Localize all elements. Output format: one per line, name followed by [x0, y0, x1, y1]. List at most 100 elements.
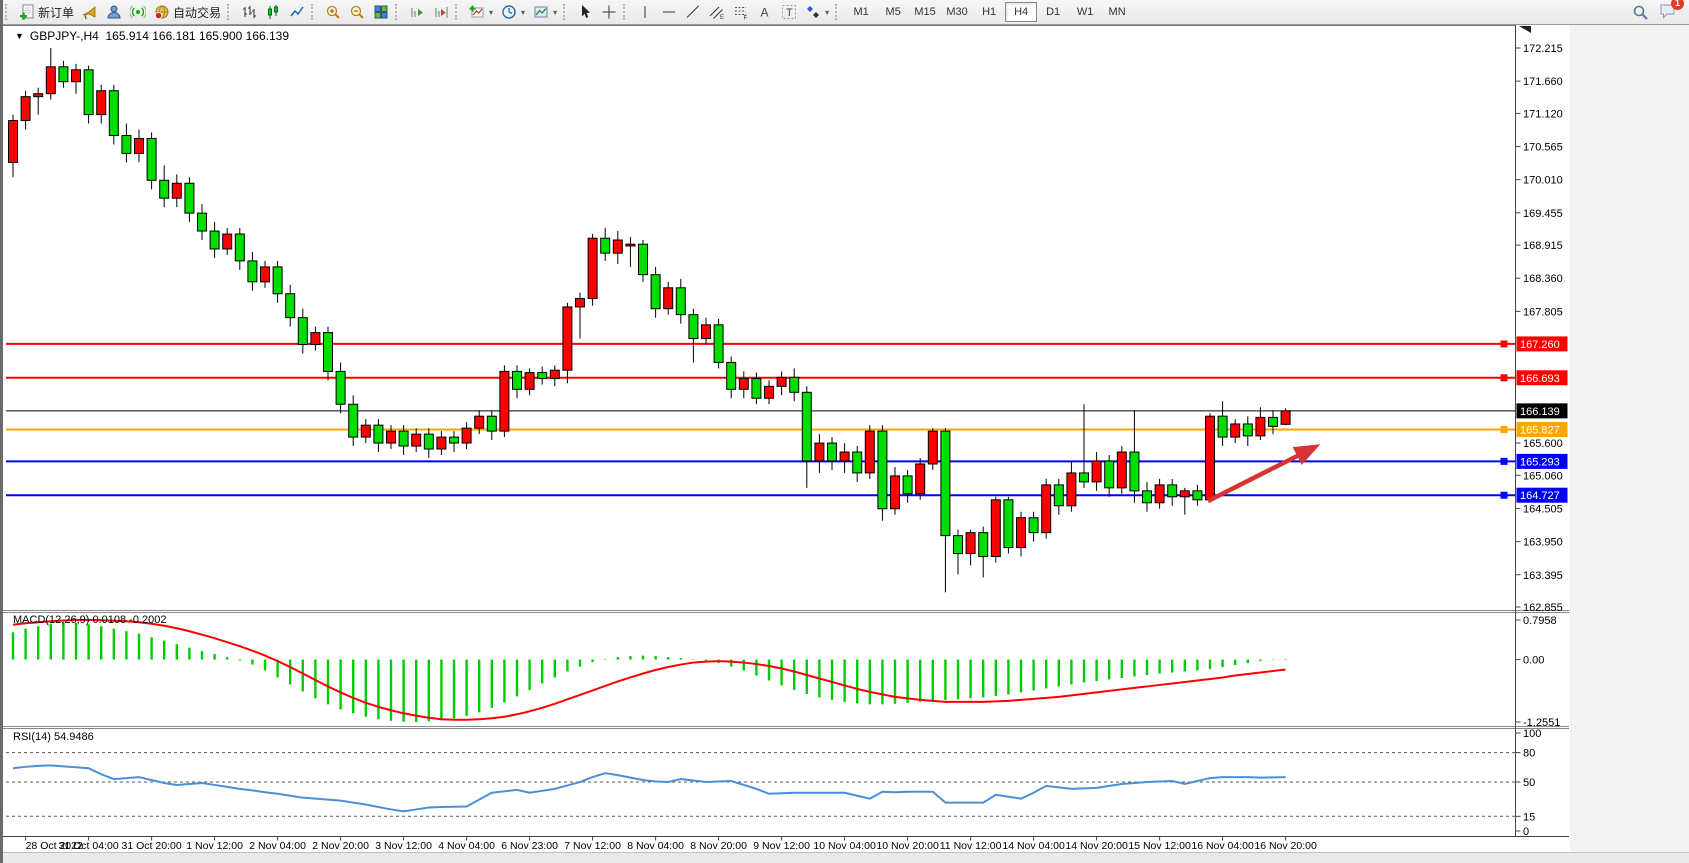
symbol-dropdown-icon[interactable]: ▼: [15, 31, 24, 41]
candle: [776, 376, 787, 387]
periods-icon: [502, 5, 516, 19]
time-tick: 10 Nov 20:00: [876, 840, 939, 852]
toolbar-grip[interactable]: [395, 4, 401, 20]
toolbar-grip[interactable]: [835, 4, 841, 20]
fibonacci-button[interactable]: F: [729, 2, 753, 22]
candle: [285, 293, 296, 319]
trendline-button[interactable]: [681, 2, 705, 22]
time-tick: 2 Nov 04:00: [249, 840, 306, 852]
cursor-icon: [582, 5, 591, 18]
candle: [1154, 484, 1165, 504]
candles-chart-button[interactable]: [261, 2, 285, 22]
auto-scroll-button[interactable]: [405, 2, 429, 22]
timeframe-h4[interactable]: H4: [1005, 2, 1038, 22]
horizontal-line-button[interactable]: [657, 2, 681, 22]
candle: [625, 243, 636, 247]
candle: [373, 424, 384, 444]
candle: [449, 436, 459, 444]
dropdown-caret-icon: ▾: [489, 7, 494, 17]
timeframe-m5[interactable]: M5: [885, 6, 901, 18]
time-tick: 6 Nov 23:00: [501, 840, 558, 852]
profile-button[interactable]: [102, 2, 126, 22]
macd-panel: [11, 618, 1287, 722]
candle: [96, 90, 107, 116]
indicators-button[interactable]: ▾: [465, 2, 497, 22]
timeframe-w1[interactable]: W1: [1076, 6, 1094, 18]
candle: [171, 182, 182, 199]
candle: [1091, 460, 1102, 483]
new-order-label: 新订单: [38, 5, 75, 20]
search-icon[interactable]: [1632, 4, 1649, 21]
new-order-button[interactable]: 新订单: [15, 2, 78, 23]
candles-layer[interactable]: [8, 48, 1291, 593]
time-tick: 15 Nov 12:00: [1128, 840, 1191, 852]
candle: [801, 391, 812, 462]
candle: [927, 430, 938, 465]
periods-button[interactable]: ▾: [497, 2, 529, 22]
chart-svg[interactable]: 172.215 171.660 171.120 170.565 170.010 169.4…: [3, 25, 1689, 852]
zoom-out-icon: [350, 5, 364, 19]
candle: [638, 243, 648, 276]
time-tick: 8 Nov 04:00: [627, 840, 684, 852]
toolbar-grip[interactable]: [455, 4, 461, 20]
svg-text:A: A: [761, 6, 769, 20]
vertical-line-button[interactable]: [633, 2, 657, 22]
tile-windows-button[interactable]: [369, 2, 393, 22]
toolbar-grip[interactable]: [563, 4, 569, 20]
candle: [386, 430, 396, 444]
candle: [45, 66, 56, 95]
templates-button[interactable]: ▾: [529, 2, 561, 22]
zoom-in-button[interactable]: [321, 2, 345, 22]
text-button[interactable]: A: [753, 2, 777, 22]
toolbar-right: 1: [1632, 0, 1689, 22]
bars-chart-button[interactable]: [237, 2, 261, 22]
candle: [360, 424, 371, 438]
toolbar-grip[interactable]: [623, 4, 629, 20]
timeframe-h1[interactable]: H1: [982, 6, 997, 18]
candle: [1192, 490, 1203, 501]
arrows-button[interactable]: ▾: [801, 2, 833, 22]
candle: [33, 93, 44, 98]
auto-trading-icon: [154, 5, 169, 20]
zoom-out-button[interactable]: [345, 2, 369, 22]
toolbar-grip[interactable]: [5, 4, 11, 20]
candle: [310, 332, 321, 346]
chart-canvas[interactable]: 172.215 171.660 171.120 170.565 170.010 169.4…: [3, 25, 1689, 852]
candle: [524, 372, 535, 390]
timeframe-m15[interactable]: M15: [914, 6, 936, 18]
chat-button[interactable]: 1: [1659, 0, 1684, 22]
trend-arrow-annotation[interactable]: [1206, 444, 1321, 504]
profile-icon: [107, 5, 121, 19]
candle: [335, 370, 346, 405]
news-horn-button[interactable]: [78, 2, 102, 22]
candle: [675, 287, 686, 316]
equidistant-channel-button[interactable]: E: [705, 2, 729, 22]
timeframe-d1[interactable]: D1: [1046, 6, 1061, 18]
cursor-button[interactable]: [573, 2, 597, 22]
price-scale[interactable]: 172.215 171.660 171.120 170.565 170.010 169.4…: [1515, 25, 1568, 838]
macd-scale-tick: 0.7958: [1523, 615, 1557, 627]
candle: [197, 212, 207, 232]
price-tick: 170.565: [1523, 142, 1563, 154]
chart-shift-button[interactable]: [429, 2, 453, 22]
rsi-scale-tick: 50: [1523, 777, 1535, 789]
crosshair-button[interactable]: [597, 2, 621, 22]
bottom-strip: [3, 852, 1689, 863]
timeframe-mn[interactable]: MN: [1108, 6, 1126, 18]
timeframe-m30[interactable]: M30: [946, 6, 968, 18]
chart-shift-icon: [435, 7, 448, 18]
line-chart-button[interactable]: [285, 2, 309, 22]
auto-trading-button[interactable]: 自动交易: [150, 2, 225, 23]
rsi-indicator-label: RSI(14) 54.9486: [13, 731, 94, 743]
candle: [1230, 423, 1241, 438]
timeframe-m1[interactable]: M1: [853, 6, 869, 18]
toolbar-grip[interactable]: [227, 4, 233, 20]
signal-button[interactable]: [126, 2, 150, 22]
candle: [890, 475, 900, 510]
candle: [71, 69, 81, 83]
time-tick: 11 Nov 12:00: [940, 840, 1002, 852]
toolbar-grip[interactable]: [311, 4, 317, 20]
text-label-button[interactable]: T: [777, 2, 801, 22]
candle: [260, 266, 270, 283]
